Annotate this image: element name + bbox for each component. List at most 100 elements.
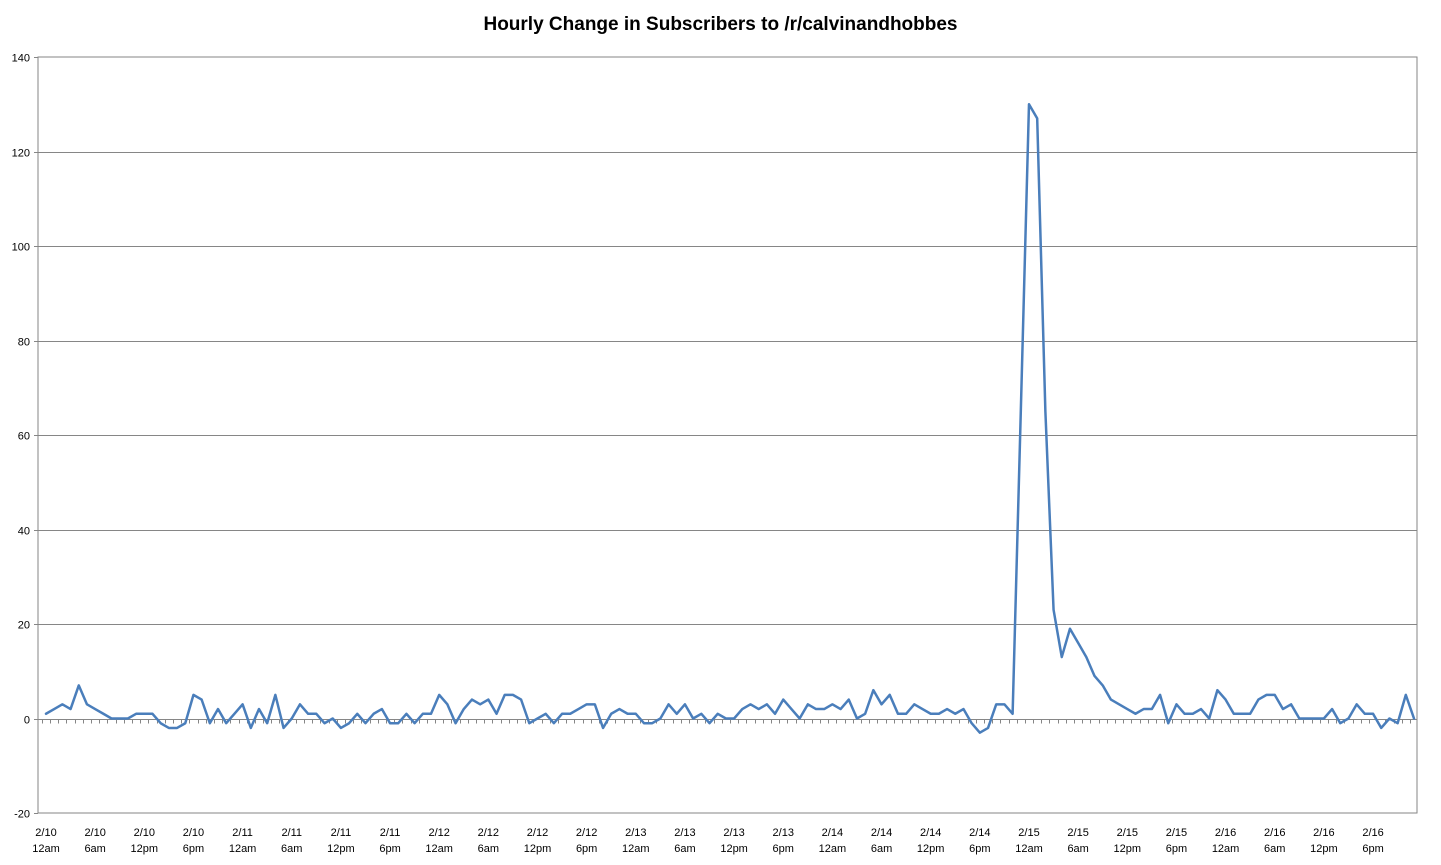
- data-point: [717, 713, 719, 715]
- data-point: [430, 713, 432, 715]
- data-point: [676, 713, 678, 715]
- x-tick-label: 2/11 12am: [229, 827, 257, 855]
- x-axis-tick-labels: 2/1012am2/106am2/1012pm2/106pm2/1112am2/…: [32, 827, 1384, 855]
- data-point: [1388, 718, 1390, 720]
- x-tick-label-time: 12pm: [131, 843, 159, 855]
- data-point: [1225, 699, 1227, 701]
- data-point: [725, 718, 727, 720]
- data-point: [324, 722, 326, 724]
- data-point: [537, 718, 539, 720]
- data-point: [1110, 699, 1112, 701]
- data-point: [905, 713, 907, 715]
- x-tick-label: 2/11 6pm: [379, 827, 400, 855]
- x-tick-label-time: 12pm: [327, 843, 355, 855]
- data-point: [381, 708, 383, 710]
- x-tick-label-time: 6pm: [1362, 843, 1383, 855]
- data-point: [1061, 656, 1063, 658]
- data-point: [340, 727, 342, 729]
- x-tick-label-time: 6am: [871, 843, 892, 855]
- data-point: [479, 703, 481, 705]
- y-tick-label: 40: [18, 526, 30, 538]
- data-point: [78, 684, 80, 686]
- x-tick-label-time: 6am: [84, 843, 105, 855]
- data-point: [586, 703, 588, 705]
- x-tick-label-time: 6am: [674, 843, 695, 855]
- x-tick-label-time: 12am: [1015, 843, 1043, 855]
- data-point: [946, 708, 948, 710]
- x-tick-label: 2/14 6am: [871, 827, 892, 855]
- data-point: [1356, 703, 1358, 705]
- data-point: [741, 708, 743, 710]
- x-tick-label-date: 2/14: [871, 827, 892, 839]
- data-point: [840, 708, 842, 710]
- chart-title: Hourly Change in Subscribers to /r/calvi…: [483, 14, 958, 35]
- data-point: [1167, 722, 1169, 724]
- data-point: [1003, 703, 1005, 705]
- x-tick-label-date: 2/13: [625, 827, 646, 839]
- y-tick-label: 80: [18, 337, 30, 349]
- x-tick-label: 2/15 6pm: [1166, 827, 1187, 855]
- data-point: [455, 722, 457, 724]
- data-point: [184, 722, 186, 724]
- data-point: [881, 703, 883, 705]
- x-tick-label: 2/10 12am: [32, 827, 60, 855]
- x-tick-label-date: 2/16: [1215, 827, 1236, 839]
- data-point: [111, 718, 113, 720]
- data-point: [594, 703, 596, 705]
- x-tick-label-time: 12am: [622, 843, 650, 855]
- data-point: [151, 713, 153, 715]
- data-point: [364, 722, 366, 724]
- data-point: [1216, 689, 1218, 691]
- x-tick-label-date: 2/15: [1117, 827, 1138, 839]
- x-tick-label: 2/14 12pm: [917, 827, 945, 855]
- x-tick-label: 2/12 6pm: [576, 827, 597, 855]
- x-tick-label: 2/16 12pm: [1310, 827, 1338, 855]
- data-point: [135, 713, 137, 715]
- data-point: [692, 718, 694, 720]
- x-tick-label-time: 12am: [229, 843, 257, 855]
- data-point: [217, 708, 219, 710]
- x-tick-label: 2/15 12pm: [1114, 827, 1142, 855]
- data-point: [160, 722, 162, 724]
- x-tick-label: 2/13 6am: [674, 827, 695, 855]
- data-point: [258, 708, 260, 710]
- data-point: [1339, 722, 1341, 724]
- data-point: [332, 718, 334, 720]
- x-tick-label-date: 2/13: [723, 827, 744, 839]
- y-tick-label: 120: [12, 148, 30, 160]
- data-point: [143, 713, 145, 715]
- data-point: [553, 722, 555, 724]
- x-tick-label-time: 12am: [1212, 843, 1240, 855]
- data-point: [356, 713, 358, 715]
- x-tick-label: 2/12 12am: [425, 827, 453, 855]
- data-point: [848, 699, 850, 701]
- x-tick-label-time: 12pm: [1310, 843, 1338, 855]
- y-axis-tick-labels: -20 0 20 40 60 80 100 120 140: [12, 53, 30, 821]
- x-tick-label-date: 2/12: [428, 827, 449, 839]
- data-point: [528, 722, 530, 724]
- data-point: [119, 718, 121, 720]
- data-point: [168, 727, 170, 729]
- x-tick-label: 2/14 6pm: [969, 827, 990, 855]
- data-point: [127, 718, 129, 720]
- x-tick-label-time: 12am: [819, 843, 847, 855]
- data-point: [53, 708, 55, 710]
- x-tick-label-time: 6pm: [969, 843, 990, 855]
- data-point: [299, 703, 301, 705]
- x-tick-label-time: 6pm: [576, 843, 597, 855]
- x-tick-label-date: 2/14: [969, 827, 990, 839]
- x-tick-label-date: 2/14: [822, 827, 843, 839]
- data-point: [995, 703, 997, 705]
- data-point: [1315, 718, 1317, 720]
- x-tick-label: 2/11 6am: [281, 827, 302, 855]
- data-point: [774, 713, 776, 715]
- data-point: [307, 713, 309, 715]
- x-tick-label-date: 2/12: [478, 827, 499, 839]
- x-tick-label-date: 2/12: [527, 827, 548, 839]
- x-tick-label-date: 2/15: [1166, 827, 1187, 839]
- x-tick-label-time: 12am: [32, 843, 60, 855]
- data-point: [1184, 713, 1186, 715]
- x-tick-label: 2/12 6am: [478, 827, 499, 855]
- data-point: [938, 713, 940, 715]
